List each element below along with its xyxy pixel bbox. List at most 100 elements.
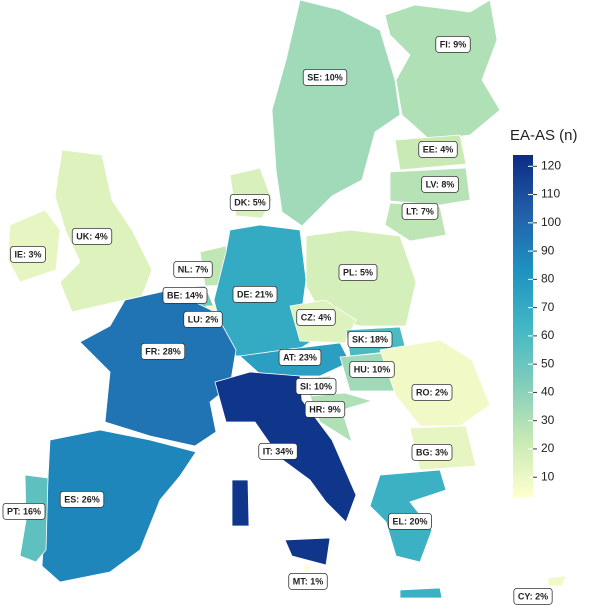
- country-label: HU: 10%: [349, 360, 395, 378]
- label-box: [304, 400, 346, 418]
- label-text: PT: 16%: [7, 506, 41, 516]
- legend-tick-label: 10: [541, 469, 555, 483]
- label-box: [173, 260, 213, 278]
- country: [379, 339, 491, 427]
- country-label: DK: 5%: [229, 193, 271, 211]
- label-text: BG: 3%: [416, 447, 448, 457]
- label-text: SI: 10%: [300, 381, 332, 391]
- country-label: CZ: 4%: [296, 308, 336, 326]
- country-label: LV: 8%: [421, 175, 459, 193]
- legend-tick-label: 90: [541, 243, 555, 257]
- country-label: SI: 10%: [295, 377, 337, 395]
- country-label: EL: 20%: [388, 512, 432, 530]
- legend-tick-label: 70: [541, 300, 555, 314]
- label-text: DK: 5%: [234, 197, 266, 207]
- country-label: ES: 26%: [59, 490, 105, 508]
- label-box: [140, 342, 186, 360]
- label-text: LV: 8%: [426, 179, 455, 189]
- label-box: [388, 512, 432, 530]
- legend-tick-label: 50: [541, 356, 555, 370]
- label-box: [183, 310, 223, 328]
- label-box: [418, 140, 458, 158]
- legend-tick-label: 80: [541, 272, 555, 286]
- label-text: LT: 7%: [406, 206, 434, 216]
- label-text: ES: 26%: [64, 494, 100, 504]
- label-box: [229, 193, 271, 211]
- country-label: FR: 28%: [140, 342, 186, 360]
- country-label: PL: 5%: [338, 263, 378, 281]
- country: [399, 587, 443, 599]
- label-text: IE: 3%: [14, 249, 41, 259]
- label-text: SE: 10%: [307, 72, 343, 82]
- label-box: [435, 35, 471, 53]
- legend-tick-label: 40: [541, 385, 555, 399]
- label-text: MT: 1%: [293, 576, 324, 586]
- label-box: [296, 308, 336, 326]
- country: [284, 537, 331, 566]
- legend-tick-label: 100: [541, 215, 561, 229]
- label-box: [288, 572, 328, 590]
- label-text: LU: 2%: [188, 314, 219, 324]
- legend-title: EA-AS (n): [510, 127, 578, 144]
- label-box: [338, 263, 378, 281]
- label-box: [232, 285, 278, 303]
- label-box: [71, 227, 113, 245]
- label-text: EE: 4%: [423, 144, 454, 154]
- label-box: [421, 175, 459, 193]
- label-text: BE: 14%: [167, 290, 203, 300]
- legend-tick-label: 60: [541, 328, 555, 342]
- label-text: FR: 28%: [145, 346, 181, 356]
- country-label: PT: 16%: [2, 502, 46, 520]
- country-label: LT: 7%: [401, 202, 439, 220]
- country-label: EE: 4%: [418, 140, 458, 158]
- country: [271, 0, 401, 227]
- label-box: [401, 202, 439, 220]
- label-text: CZ: 4%: [301, 312, 332, 322]
- country-labels: FI: 9% SE: 10% EE: 4% LV: 8% LT: 7% DK: 5% IE:…: [2, 35, 553, 605]
- label-box: [513, 587, 553, 605]
- label-text: IT: 34%: [263, 446, 294, 456]
- countries: [7, 0, 567, 599]
- label-text: FI: 9%: [440, 39, 467, 49]
- country-label: AT: 23%: [278, 348, 322, 366]
- country-label: BE: 14%: [162, 286, 208, 304]
- label-box: [10, 245, 46, 263]
- label-box: [349, 360, 395, 378]
- country-label: CY: 2%: [513, 587, 553, 605]
- label-text: EL: 20%: [392, 516, 427, 526]
- label-text: DE: 21%: [237, 289, 273, 299]
- label-text: RO: 2%: [416, 387, 448, 397]
- label-text: AT: 23%: [283, 352, 317, 362]
- label-box: [2, 502, 46, 520]
- label-box: [295, 377, 337, 395]
- country-label: MT: 1%: [288, 572, 328, 590]
- label-text: UK: 4%: [76, 231, 108, 241]
- country-label: RO: 2%: [411, 383, 453, 401]
- label-text: CY: 2%: [518, 591, 548, 601]
- country-label: SE: 10%: [302, 68, 348, 86]
- label-box: [411, 443, 453, 461]
- label-text: NL: 7%: [178, 264, 209, 274]
- label-box: [278, 348, 322, 366]
- label-box: [411, 383, 453, 401]
- country: [303, 565, 311, 573]
- country-label: HR: 9%: [304, 400, 346, 418]
- legend-tick-label: 30: [541, 413, 555, 427]
- country-label: LU: 2%: [183, 310, 223, 328]
- country: [231, 479, 250, 527]
- country-label: NL: 7%: [173, 260, 213, 278]
- legend-tick-label: 120: [541, 158, 561, 172]
- label-box: [347, 330, 393, 348]
- colorbar: [513, 155, 533, 497]
- country-label: IT: 34%: [258, 442, 298, 460]
- legend-tick-label: 20: [541, 441, 555, 455]
- label-box: [302, 68, 348, 86]
- country: [384, 0, 501, 141]
- country: [547, 575, 567, 587]
- label-text: PL: 5%: [343, 267, 373, 277]
- country-label: DE: 21%: [232, 285, 278, 303]
- country-label: UK: 4%: [71, 227, 113, 245]
- country-label: FI: 9%: [435, 35, 471, 53]
- label-text: SK: 18%: [352, 334, 388, 344]
